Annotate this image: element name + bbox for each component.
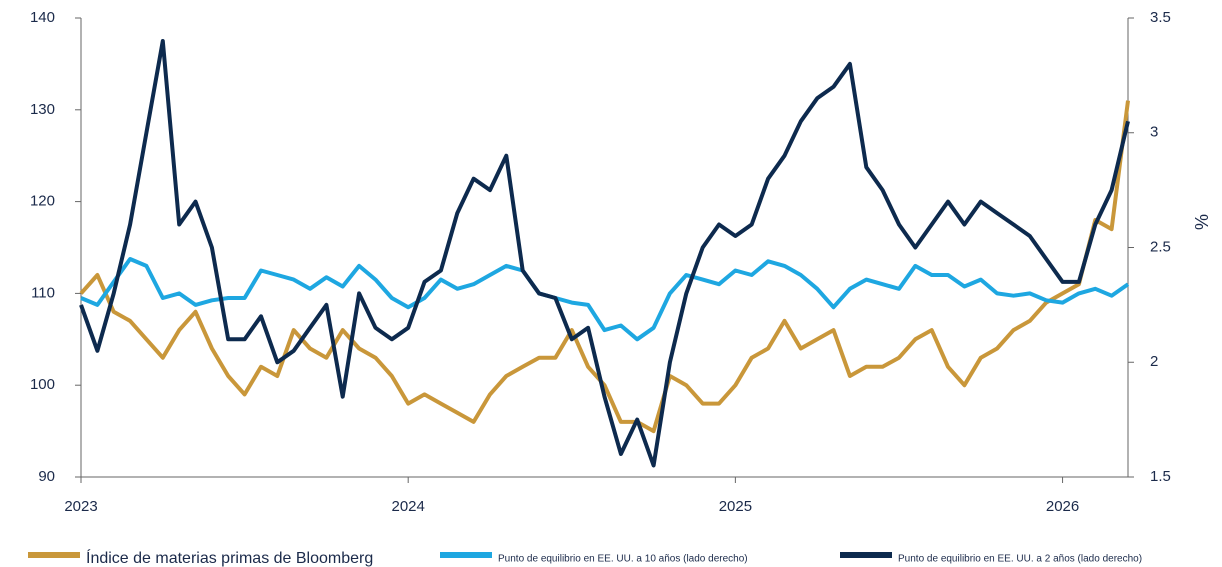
y-tick-label: 140 [30,9,55,26]
series-line [79,39,1130,468]
y2-tick-label: 3 [1150,124,1158,141]
y-tick-label: 110 [31,284,55,301]
x-tick-label: 2023 [64,498,97,515]
y-tick-label: 100 [30,376,55,393]
series-line [80,257,1130,342]
legend-label: Punto de equilibrio en EE. UU. a 10 años… [498,554,748,565]
y-tick-label: 120 [30,193,55,210]
y2-axis-label: % [1192,214,1212,230]
series-line [79,100,1130,434]
y2-tick-label: 2.5 [1150,238,1171,255]
x-tick-label: 2026 [1046,498,1079,515]
legend-label: Punto de equilibrio en EE. UU. a 2 años … [898,554,1142,565]
y2-tick-label: 3.5 [1150,9,1171,26]
y2-tick-label: 2 [1150,353,1158,370]
y2-tick-label: 1.5 [1150,468,1171,485]
x-tick-label: 2024 [392,498,425,515]
legend-label: Índice de materias primas de Bloomberg [86,548,373,567]
y-tick-label: 90 [38,468,55,485]
y-tick-label: 130 [30,101,55,118]
x-tick-label: 2025 [719,498,752,515]
